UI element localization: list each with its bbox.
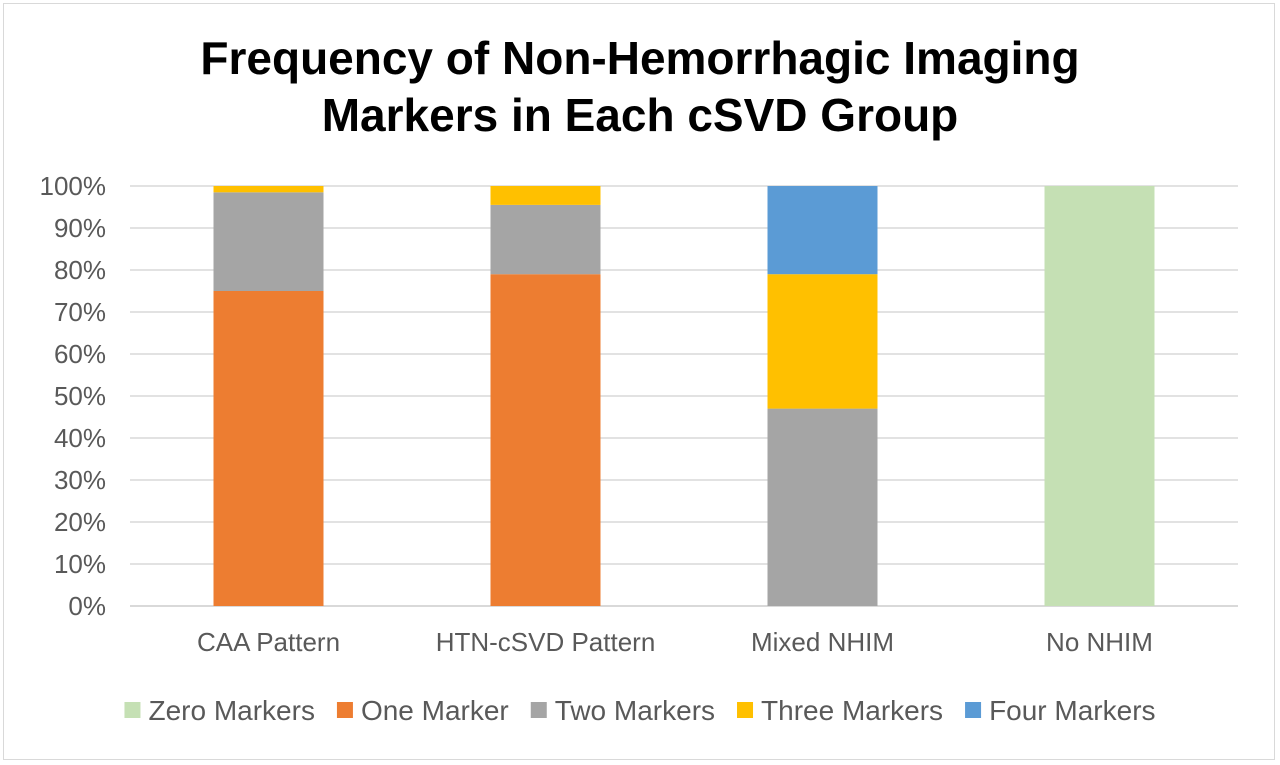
y-tick-label: 70% <box>54 297 106 327</box>
legend-label: Two Markers <box>555 695 715 726</box>
legend-item: Three Markers <box>737 695 943 726</box>
legend-item: Two Markers <box>530 695 715 726</box>
bar-segment <box>213 192 324 291</box>
y-tick-label: 60% <box>54 339 106 369</box>
bar-segment <box>767 186 878 275</box>
legend-label: Three Markers <box>761 695 943 726</box>
bar-segment <box>213 291 324 606</box>
legend-swatch <box>965 702 982 718</box>
x-category-label: CAA Pattern <box>197 627 340 657</box>
bar-segment <box>767 274 878 409</box>
legend-swatch <box>737 702 754 718</box>
legend-swatch <box>336 702 353 718</box>
chart-title-line-1: Frequency of Non-Hemorrhagic Imaging <box>200 32 1079 84</box>
bars <box>213 186 1155 606</box>
legend-label: One Marker <box>361 695 509 726</box>
legend-label: Zero Markers <box>148 695 314 726</box>
bar-segment <box>767 408 878 606</box>
legend: Zero Markers One Marker Two Markers Three M… <box>124 695 1156 726</box>
legend-item: Zero Markers <box>124 695 315 726</box>
y-axis-tick-labels: 0% 10% 20% 30% 40% 50% 60% 70% 80% 90% 100% <box>40 171 107 621</box>
bar-segment <box>213 186 324 193</box>
y-tick-label: 90% <box>54 213 106 243</box>
y-tick-label: 50% <box>54 381 106 411</box>
bar-segment <box>490 204 601 275</box>
chart-title-line-2: Markers in Each cSVD Group <box>322 89 959 141</box>
y-tick-label: 20% <box>54 507 106 537</box>
legend-label: Four Markers <box>989 695 1155 726</box>
x-axis-category-labels: CAA Pattern HTN-cSVD Pattern Mixed NHIM No … <box>197 627 1153 657</box>
x-category-label: Mixed NHIM <box>751 627 894 657</box>
y-tick-label: 30% <box>54 465 106 495</box>
y-tick-label: 10% <box>54 549 106 579</box>
x-category-label: No NHIM <box>1046 627 1153 657</box>
x-category-label: HTN-cSVD Pattern <box>436 627 656 657</box>
legend-swatch <box>530 702 547 718</box>
y-tick-label: 0% <box>68 591 106 621</box>
y-tick-label: 80% <box>54 255 106 285</box>
bar-segment <box>1044 186 1155 606</box>
y-tick-label: 100% <box>40 171 107 201</box>
legend-item: Four Markers <box>965 695 1156 726</box>
legend-item: One Marker <box>336 695 509 726</box>
legend-swatch <box>124 702 141 718</box>
bar-segment <box>490 274 601 606</box>
bar-segment <box>490 186 601 205</box>
y-tick-label: 40% <box>54 423 106 453</box>
